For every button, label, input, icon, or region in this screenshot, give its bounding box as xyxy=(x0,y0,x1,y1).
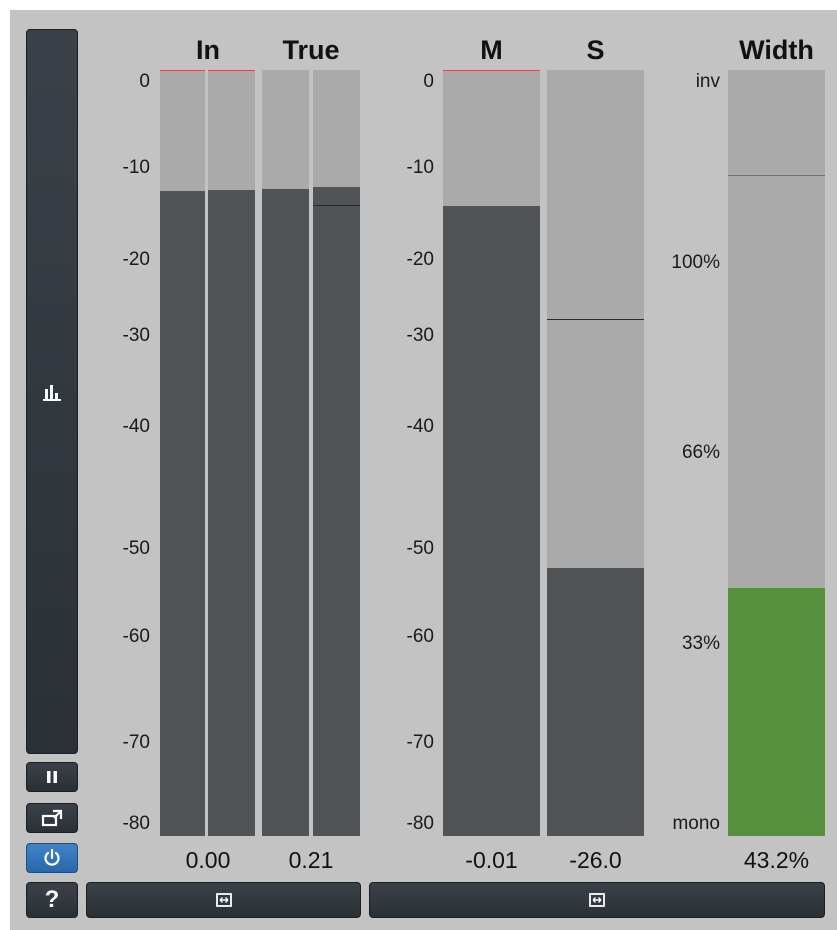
readout-m: -0.01 xyxy=(465,847,518,873)
width-tick: 66% xyxy=(681,442,720,463)
help-button[interactable]: ? xyxy=(26,882,78,918)
header-in: In xyxy=(196,35,220,65)
popout-button[interactable] xyxy=(26,803,78,833)
meter-peak-hold xyxy=(728,175,825,176)
db-tick: -60 xyxy=(122,626,150,647)
db-tick: -40 xyxy=(406,416,434,437)
readout-width: 43.2% xyxy=(743,847,810,873)
power-icon xyxy=(42,848,62,868)
meter-mid xyxy=(443,70,540,836)
db-tick: -80 xyxy=(406,813,434,834)
header-width: Width xyxy=(739,35,814,65)
expand-button-left[interactable] xyxy=(86,882,361,918)
db-tick: -80 xyxy=(122,813,150,834)
meter-clip-line xyxy=(160,70,205,71)
readout-true: 0.21 xyxy=(288,847,334,873)
meter-clip-line xyxy=(443,70,540,71)
db-tick: -50 xyxy=(122,538,150,559)
db-tick: -20 xyxy=(406,249,434,270)
pause-icon xyxy=(45,769,59,785)
header-true: True xyxy=(282,35,340,65)
width-tick: inv xyxy=(695,71,720,92)
expand-button-right[interactable] xyxy=(369,882,825,918)
meter-peak-hold xyxy=(547,319,644,320)
db-tick: -30 xyxy=(122,325,150,346)
meter-level-fill xyxy=(208,190,255,836)
bar-chart-icon xyxy=(42,383,62,401)
meter-in-left xyxy=(160,70,205,836)
resize-horizontal-icon xyxy=(215,893,232,907)
width-tick: mono xyxy=(672,813,720,834)
width-tick: 100% xyxy=(671,252,720,273)
db-tick: -30 xyxy=(406,325,434,346)
meter-panel xyxy=(10,10,837,930)
readout-s: -26.0 xyxy=(569,847,622,873)
meter-peak-hold xyxy=(313,205,360,206)
meter-level-fill xyxy=(547,568,644,836)
power-button[interactable] xyxy=(26,843,78,873)
pause-button[interactable] xyxy=(26,762,78,792)
db-tick: -70 xyxy=(122,732,150,753)
help-label: ? xyxy=(44,886,60,913)
header-m: M xyxy=(480,35,503,65)
meter-level-fill xyxy=(728,588,825,836)
db-tick: -10 xyxy=(122,157,150,178)
db-tick: -70 xyxy=(406,732,434,753)
db-tick: -40 xyxy=(122,416,150,437)
width-tick: 33% xyxy=(681,633,720,654)
meter-true-right xyxy=(313,70,360,836)
db-tick: -10 xyxy=(406,157,434,178)
meter-in-right xyxy=(208,70,255,836)
meter-clip-line xyxy=(208,70,255,71)
meter-level-fill xyxy=(160,191,205,836)
readout-in: 0.00 xyxy=(185,847,231,873)
popout-icon xyxy=(41,809,63,827)
meter-level-fill xyxy=(262,189,309,836)
meter-level-fill xyxy=(313,187,360,836)
meter-width xyxy=(728,70,825,836)
db-tick: 0 xyxy=(139,71,150,92)
db-tick: -20 xyxy=(122,249,150,270)
db-tick: 0 xyxy=(423,71,434,92)
meter-true-left xyxy=(262,70,309,836)
db-tick: -50 xyxy=(406,538,434,559)
header-s: S xyxy=(586,35,605,65)
db-tick: -60 xyxy=(406,626,434,647)
resize-horizontal-icon xyxy=(589,893,605,907)
meter-level-fill xyxy=(443,206,540,836)
meter-side xyxy=(547,70,644,836)
meter-view-button[interactable] xyxy=(26,29,78,754)
